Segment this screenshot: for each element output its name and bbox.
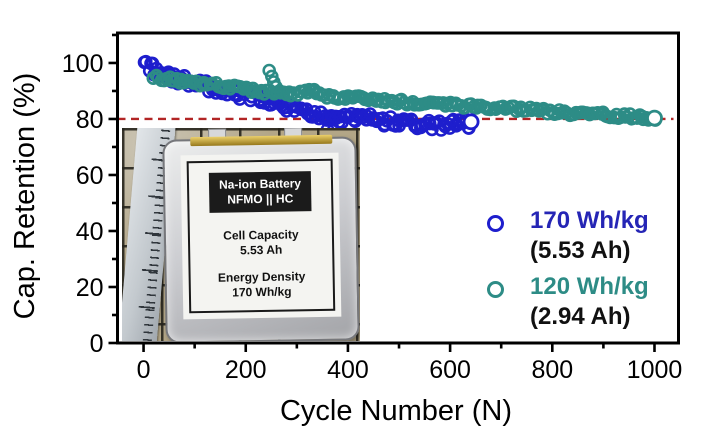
battery-photo-inset: Na-ion Battery NFMO || HC Cell Capacity … <box>122 128 360 341</box>
y-axis-label: Cap. Retention (%) <box>9 73 41 320</box>
battery-energy-value: 170 Wh/kg <box>232 284 292 300</box>
legend-entry-170whkg: 170 Wh/kg (5.53 Ah) <box>487 206 649 266</box>
battery-label-header-line1: Na-ion Battery <box>218 176 302 192</box>
final-point-170-wh-kg <box>462 113 480 131</box>
y-tick-label: 40 <box>76 218 104 246</box>
series-points-120-wh-kg <box>146 63 663 127</box>
final-point-120-wh-kg <box>646 109 663 127</box>
legend-marker-120whkg-icon <box>487 281 504 298</box>
x-tick-label: 1000 <box>627 356 683 384</box>
y-tick-label: 20 <box>76 274 104 302</box>
x-tick-label: 600 <box>429 356 471 384</box>
legend-sublabel-120whkg: (2.94 Ah) <box>530 303 631 330</box>
pouch-cell: Na-ion Battery NFMO || HC Cell Capacity … <box>162 128 360 341</box>
battery-label-frame: Na-ion Battery NFMO || HC Cell Capacity … <box>186 158 336 314</box>
legend-marker-170whkg-icon <box>487 215 504 232</box>
y-axis-ticks: 0 20 40 60 80 100 <box>62 33 118 358</box>
y-tick-label: 60 <box>76 162 104 190</box>
x-axis-label: Cycle Number (N) <box>280 395 512 427</box>
y-tick-label: 0 <box>90 330 104 358</box>
battery-capacity-title: Cell Capacity <box>223 227 299 243</box>
y-tick-label: 100 <box>62 50 104 78</box>
legend-sublabel-170whkg: (5.53 Ah) <box>530 237 631 264</box>
x-axis-ticks: 0 200 400 600 800 1000 <box>137 343 683 384</box>
legend-entry-120whkg: 120 Wh/kg (2.94 Ah) <box>487 272 649 332</box>
battery-capacity-value: 5.53 Ah <box>239 242 283 258</box>
legend-label-120whkg: 120 Wh/kg <box>530 273 649 300</box>
x-tick-label: 200 <box>225 356 267 384</box>
battery-label-header-line2: NFMO || HC <box>227 191 294 207</box>
legend-label-170whkg: 170 Wh/kg <box>530 207 649 234</box>
x-tick-label: 0 <box>137 356 151 384</box>
battery-label-header: Na-ion Battery NFMO || HC <box>208 171 312 213</box>
battery-seal-strip <box>190 134 333 147</box>
x-tick-label: 400 <box>327 356 369 384</box>
chart-generated-layer: 0 200 400 600 800 1000 0 20 40 60 80 100 <box>62 33 683 384</box>
plot-frame <box>116 31 680 345</box>
battery-energy-title: Energy Density <box>217 269 306 285</box>
x-tick-label: 800 <box>531 356 573 384</box>
battery-label: Na-ion Battery NFMO || HC Cell Capacity … <box>180 152 342 320</box>
y-tick-label: 80 <box>76 106 104 134</box>
